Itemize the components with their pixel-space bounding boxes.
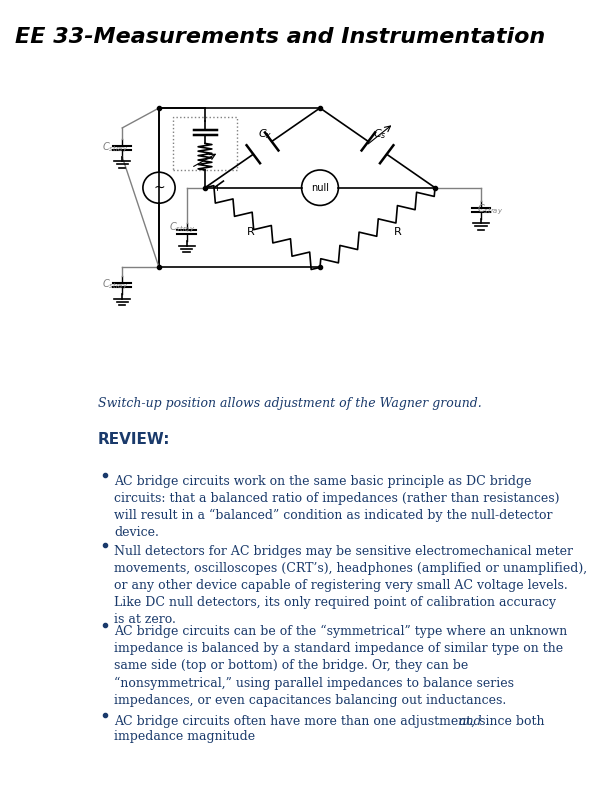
Text: $C_x$: $C_x$: [258, 128, 272, 142]
Text: and: and: [458, 715, 482, 728]
Text: EE 33-Measurements and Instrumentation: EE 33-Measurements and Instrumentation: [15, 27, 545, 47]
Text: R: R: [247, 227, 255, 237]
Text: AC bridge circuits often have more than one adjustment, since both impedance mag: AC bridge circuits often have more than …: [114, 715, 545, 743]
Text: R: R: [394, 227, 402, 237]
Circle shape: [302, 170, 338, 205]
Text: ~: ~: [153, 181, 165, 195]
Text: null: null: [311, 183, 329, 192]
Text: Null detectors for AC bridges may be sensitive electromechanical meter
movements: Null detectors for AC bridges may be sen…: [114, 545, 588, 626]
Text: $C_{stray}$: $C_{stray}$: [477, 203, 503, 217]
Text: $C_s$: $C_s$: [373, 128, 387, 142]
Text: $C_{stray}$: $C_{stray}$: [169, 220, 195, 234]
Text: AC bridge circuits can be of the “symmetrical” type where an unknown
impedance i: AC bridge circuits can be of the “symmet…: [114, 625, 568, 706]
Text: $C_{stray}$: $C_{stray}$: [102, 278, 129, 292]
Text: REVIEW:: REVIEW:: [98, 432, 171, 447]
Text: Switch-up position allows adjustment of the Wagner ground.: Switch-up position allows adjustment of …: [98, 397, 482, 410]
Text: AC bridge circuits work on the same basic principle as DC bridge
circuits: that : AC bridge circuits work on the same basi…: [114, 475, 560, 539]
Text: $C_{stray}$: $C_{stray}$: [102, 141, 129, 155]
